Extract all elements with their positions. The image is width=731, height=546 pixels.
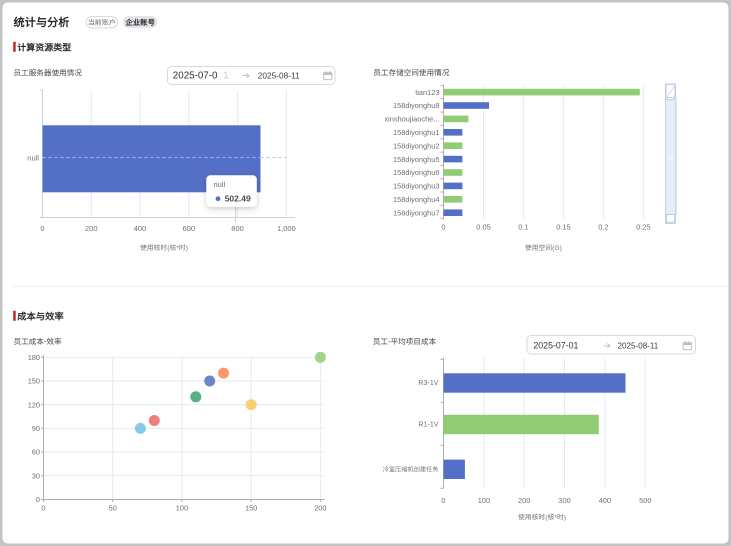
svg-text:200: 200 — [518, 496, 530, 505]
svg-text:0.2: 0.2 — [598, 222, 608, 231]
svg-text:0: 0 — [441, 496, 445, 505]
svg-text:158diyonghu8: 158diyonghu8 — [393, 101, 439, 110]
svg-text:tian123: tian123 — [415, 88, 439, 97]
svg-text:): ) — [186, 245, 188, 252]
svg-text:30: 30 — [32, 471, 40, 480]
svg-text:0: 0 — [36, 495, 40, 504]
svg-text:180: 180 — [28, 353, 40, 362]
svg-text:158diyonghu7: 158diyonghu7 — [393, 208, 439, 217]
svg-text:300: 300 — [558, 496, 570, 505]
svg-text:2025-07-01: 2025-07-01 — [533, 341, 578, 351]
svg-text:158diyonghu1: 158diyonghu1 — [393, 128, 439, 137]
svg-text:0: 0 — [40, 224, 44, 233]
svg-text:150: 150 — [245, 504, 257, 513]
svg-text:R3-1V: R3-1V — [418, 379, 438, 387]
svg-text:1: 1 — [223, 71, 228, 82]
svg-text:90: 90 — [32, 424, 40, 433]
svg-text:50: 50 — [109, 504, 117, 513]
svg-text:800: 800 — [231, 224, 244, 233]
svg-text:(: ( — [167, 245, 170, 252]
svg-text:xinshoujiaoche...: xinshoujiaoche... — [384, 115, 439, 124]
svg-text:2025-08-11: 2025-08-11 — [618, 342, 659, 351]
svg-text:): ) — [564, 514, 566, 521]
svg-text:100: 100 — [478, 496, 490, 505]
svg-text:200: 200 — [85, 224, 98, 233]
svg-text:(: ( — [545, 514, 548, 521]
svg-text:*: * — [554, 514, 557, 521]
svg-text:158diyonghu4: 158diyonghu4 — [393, 195, 439, 204]
svg-text:*: * — [176, 245, 179, 252]
svg-text:-: - — [388, 337, 391, 346]
svg-text:1,000: 1,000 — [277, 224, 296, 233]
svg-text:(G): (G) — [552, 245, 562, 252]
svg-text:158diyonghu2: 158diyonghu2 — [393, 141, 439, 150]
svg-text:158diyonghu3: 158diyonghu3 — [393, 182, 439, 191]
svg-text:150: 150 — [28, 377, 40, 386]
svg-text:600: 600 — [183, 224, 196, 233]
svg-text:502.49: 502.49 — [225, 193, 251, 203]
svg-text:2025-07-0: 2025-07-0 — [173, 71, 218, 82]
svg-text:0.25: 0.25 — [636, 222, 650, 231]
svg-text:0: 0 — [41, 504, 45, 513]
svg-text:158diyonghu5: 158diyonghu5 — [393, 155, 439, 164]
svg-text:0.05: 0.05 — [476, 222, 490, 231]
svg-text:500: 500 — [639, 496, 651, 505]
svg-text:0.15: 0.15 — [556, 222, 570, 231]
svg-text:158diyonghu6: 158diyonghu6 — [393, 168, 439, 177]
svg-text:400: 400 — [134, 224, 147, 233]
svg-text:200: 200 — [314, 504, 326, 513]
svg-text:R1-1V: R1-1V — [418, 421, 438, 429]
svg-text:null: null — [214, 180, 226, 189]
svg-text:0: 0 — [441, 222, 445, 231]
svg-text:120: 120 — [28, 400, 40, 409]
svg-text:null: null — [27, 153, 39, 162]
svg-text:2025-08-11: 2025-08-11 — [258, 70, 300, 80]
svg-text:-: - — [44, 337, 47, 346]
svg-text:60: 60 — [32, 448, 40, 457]
svg-text:100: 100 — [176, 504, 188, 513]
svg-text:400: 400 — [599, 496, 611, 505]
svg-text:0.1: 0.1 — [518, 222, 528, 231]
